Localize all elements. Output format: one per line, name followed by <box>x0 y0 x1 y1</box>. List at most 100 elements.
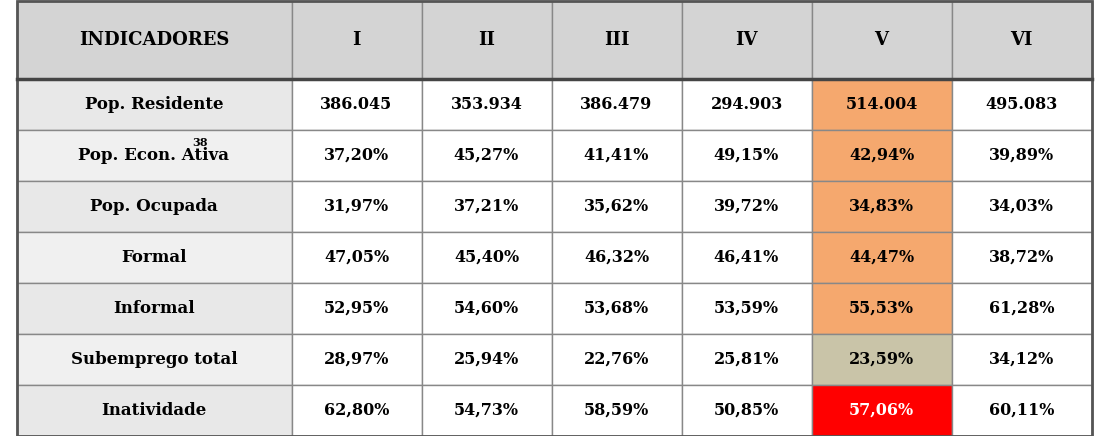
Text: 39,89%: 39,89% <box>989 146 1054 164</box>
Text: 60,11%: 60,11% <box>988 402 1054 419</box>
Bar <box>952 129 1091 181</box>
Text: Subemprego total: Subemprego total <box>71 351 237 368</box>
Bar <box>811 129 952 181</box>
Text: 294.903: 294.903 <box>710 95 782 112</box>
Bar <box>552 334 681 385</box>
Bar <box>811 232 952 283</box>
Text: Pop. Residente: Pop. Residente <box>84 95 223 112</box>
Text: 62,80%: 62,80% <box>324 402 389 419</box>
Bar <box>952 334 1091 385</box>
Text: I: I <box>352 31 361 48</box>
Bar <box>421 283 552 334</box>
Text: INDICADORES: INDICADORES <box>79 31 229 48</box>
Bar <box>681 181 811 232</box>
Bar <box>291 129 421 181</box>
Bar <box>552 232 681 283</box>
Bar <box>17 0 291 78</box>
Bar <box>811 78 952 129</box>
Bar <box>17 232 291 283</box>
Text: 37,21%: 37,21% <box>454 198 520 215</box>
Text: 42,94%: 42,94% <box>849 146 914 164</box>
Text: 386.479: 386.479 <box>581 95 653 112</box>
Bar <box>552 181 681 232</box>
Text: 53,59%: 53,59% <box>714 300 779 317</box>
Bar <box>291 0 421 78</box>
Bar <box>291 78 421 129</box>
Bar <box>17 334 291 385</box>
Text: V: V <box>874 31 889 48</box>
Text: 45,27%: 45,27% <box>454 146 520 164</box>
Text: 34,03%: 34,03% <box>989 198 1054 215</box>
Text: 46,32%: 46,32% <box>584 249 649 266</box>
Bar <box>291 334 421 385</box>
Bar <box>811 283 952 334</box>
Text: 41,41%: 41,41% <box>584 146 649 164</box>
Bar <box>952 232 1091 283</box>
Text: 39,72%: 39,72% <box>714 198 779 215</box>
Text: 38: 38 <box>192 137 207 148</box>
Bar <box>421 78 552 129</box>
Bar <box>421 232 552 283</box>
Bar <box>681 385 811 436</box>
Text: 61,28%: 61,28% <box>988 300 1054 317</box>
Text: Pop. Econ. Ativa: Pop. Econ. Ativa <box>79 146 229 164</box>
Bar <box>291 181 421 232</box>
Text: 23,59%: 23,59% <box>849 351 914 368</box>
Text: 28,97%: 28,97% <box>324 351 389 368</box>
Text: Formal: Formal <box>121 249 187 266</box>
Bar <box>681 78 811 129</box>
Bar <box>291 232 421 283</box>
Bar <box>952 181 1091 232</box>
Bar <box>421 129 552 181</box>
Bar <box>421 385 552 436</box>
Text: 353.934: 353.934 <box>451 95 523 112</box>
Bar <box>291 283 421 334</box>
Text: 34,83%: 34,83% <box>849 198 914 215</box>
Bar <box>681 334 811 385</box>
Text: 54,73%: 54,73% <box>454 402 519 419</box>
Bar <box>952 0 1091 78</box>
Bar <box>17 78 291 129</box>
Text: 514.004: 514.004 <box>845 95 917 112</box>
Text: 25,81%: 25,81% <box>714 351 779 368</box>
Bar <box>552 283 681 334</box>
Text: 55,53%: 55,53% <box>849 300 914 317</box>
Text: 46,41%: 46,41% <box>714 249 779 266</box>
Text: 38,72%: 38,72% <box>988 249 1054 266</box>
Text: Informal: Informal <box>113 300 195 317</box>
Bar <box>17 129 291 181</box>
Text: 53,68%: 53,68% <box>584 300 649 317</box>
Text: 47,05%: 47,05% <box>324 249 389 266</box>
Text: 22,76%: 22,76% <box>584 351 649 368</box>
Text: 495.083: 495.083 <box>985 95 1058 112</box>
Bar <box>552 78 681 129</box>
Text: 34,12%: 34,12% <box>988 351 1054 368</box>
Bar <box>421 0 552 78</box>
Text: 35,62%: 35,62% <box>584 198 649 215</box>
Bar <box>811 385 952 436</box>
Bar <box>952 283 1091 334</box>
Text: 54,60%: 54,60% <box>454 300 519 317</box>
Text: 45,40%: 45,40% <box>454 249 519 266</box>
Text: 50,85%: 50,85% <box>714 402 779 419</box>
Text: 49,15%: 49,15% <box>714 146 779 164</box>
Bar <box>17 385 291 436</box>
Text: 44,47%: 44,47% <box>849 249 914 266</box>
Text: 52,95%: 52,95% <box>324 300 389 317</box>
Bar <box>17 181 291 232</box>
Text: 58,59%: 58,59% <box>584 402 649 419</box>
Text: 386.045: 386.045 <box>320 95 392 112</box>
Text: Inatividade: Inatividade <box>101 402 206 419</box>
Bar <box>811 334 952 385</box>
Text: IV: IV <box>736 31 758 48</box>
Text: VI: VI <box>1010 31 1033 48</box>
Bar <box>421 181 552 232</box>
Bar <box>421 334 552 385</box>
Text: III: III <box>604 31 629 48</box>
Bar <box>552 385 681 436</box>
Bar <box>952 385 1091 436</box>
Text: 31,97%: 31,97% <box>324 198 389 215</box>
Text: 25,94%: 25,94% <box>454 351 520 368</box>
Bar <box>552 129 681 181</box>
Bar <box>681 232 811 283</box>
